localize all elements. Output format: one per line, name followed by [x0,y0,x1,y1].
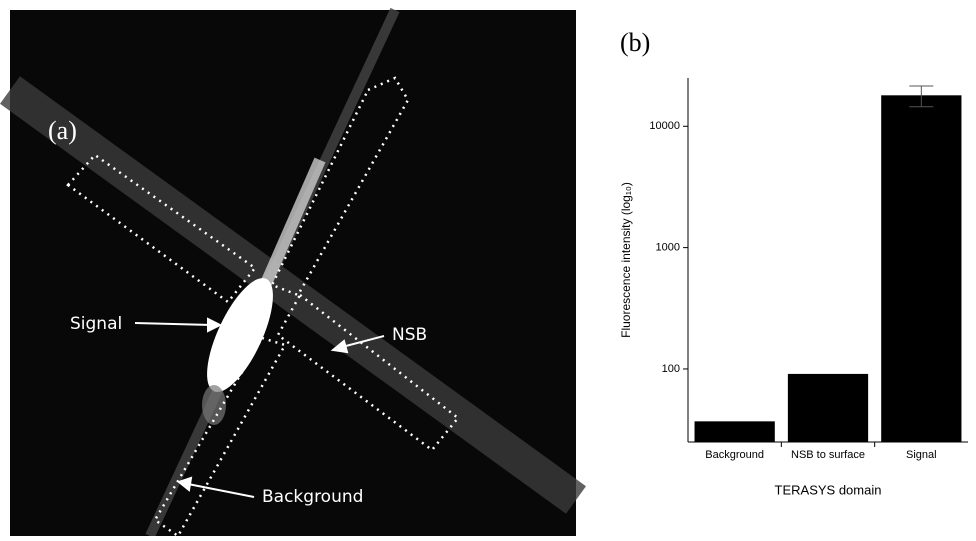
x-tick-label: Signal [906,449,937,461]
x-tick-label: NSB to surface [791,449,865,461]
x-tick-label: Background [705,449,764,461]
y-tick-label: 10000 [649,120,680,132]
annotation: Signal [70,314,122,334]
annotation: NSB [392,325,427,345]
glow [202,385,226,425]
panel-label: (b) [620,28,650,57]
bar [695,421,775,442]
x-axis-label: TERASYS domain [775,482,882,497]
y-tick-label: 1000 [656,242,680,254]
panel-label: (a) [48,116,77,145]
annotation: Background [262,487,363,507]
y-tick-label: 100 [662,363,680,375]
bar [788,374,868,442]
micrograph: (a) Signal NSB Background [10,10,576,536]
bar [881,95,961,442]
y-axis-label: Fluorescence intensity (log₁₀) [619,182,633,338]
figure: (a) Signal NSB Background (b) Fluorescen… [0,0,976,536]
